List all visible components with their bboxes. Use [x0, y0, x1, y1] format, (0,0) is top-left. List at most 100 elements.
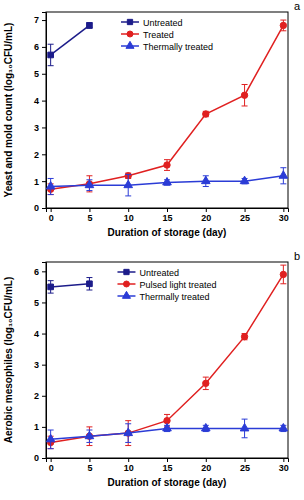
tick-label: 2	[34, 391, 39, 401]
plot-frame	[46, 262, 288, 458]
legend: Untreated Pulsed light treated Thermally t…	[117, 268, 216, 302]
tick: 7	[34, 15, 46, 25]
tick-label: 3	[34, 123, 39, 133]
figure: 05101520253001234567UntreatedTreatedTher…	[0, 0, 304, 500]
y-axis: 01234567	[34, 13, 47, 214]
tick-label: 20	[201, 213, 211, 223]
tick-mark	[167, 208, 168, 212]
data-point	[85, 180, 94, 187]
y-axis-title: Aerobic mesophiles (log₁₀CFU/mL)	[3, 277, 14, 443]
error-bar	[242, 84, 248, 105]
tick: 4	[34, 329, 46, 339]
plot-area	[46, 265, 287, 449]
data-point	[163, 178, 172, 185]
tick-label: 5	[34, 298, 39, 308]
axis-line	[47, 209, 289, 213]
error-bar	[242, 334, 248, 340]
series-line	[51, 25, 90, 55]
legend-label: Pulsed light treated	[139, 280, 216, 290]
data-point	[201, 176, 210, 183]
error-bar	[86, 278, 92, 290]
data-point	[201, 423, 210, 430]
tick: 2	[34, 391, 46, 401]
error-bar	[86, 23, 92, 28]
legend-label: Untreated	[143, 18, 183, 28]
tick-mark	[51, 458, 52, 462]
tick-mark	[167, 458, 168, 462]
tick-label: 10	[124, 213, 134, 223]
legend-marker	[126, 41, 134, 48]
tick-label: 3	[34, 360, 39, 370]
plot-area	[46, 20, 287, 196]
legend-label: Untreated	[139, 268, 179, 278]
tick-label: 20	[201, 463, 211, 473]
tick: 5	[87, 458, 92, 473]
data-point	[164, 162, 170, 168]
data-point	[163, 423, 172, 430]
tick-mark	[42, 20, 46, 21]
tick: 0	[49, 458, 54, 473]
tick: 1	[34, 422, 46, 432]
tick-mark	[42, 74, 46, 75]
data-point	[241, 333, 247, 339]
error-bar	[48, 281, 54, 293]
axis-line	[42, 263, 47, 459]
series-line	[51, 274, 284, 442]
tick-label: 4	[34, 329, 39, 339]
data-point	[48, 52, 54, 58]
x-axis-title: Duration of storage (day)	[108, 227, 227, 238]
tick: 10	[124, 208, 134, 223]
tick-mark	[42, 101, 46, 102]
tick-mark	[89, 208, 90, 212]
tick-label: 0	[49, 463, 54, 473]
error-bar	[280, 20, 286, 31]
data-point	[279, 423, 288, 430]
y-axis-title: Yeast and mold count (log₁₀CFU/mL)	[3, 23, 14, 198]
tick-label: 10	[124, 463, 134, 473]
data-point	[203, 380, 209, 386]
panel: 0510152025300123456UntreatedPulsed light…	[3, 250, 300, 488]
tick: 25	[240, 458, 250, 473]
data-point	[279, 171, 288, 178]
tick: 25	[240, 208, 250, 223]
tick-mark	[42, 302, 46, 303]
tick: 6	[34, 42, 46, 52]
tick: 3	[34, 123, 46, 133]
tick-mark	[89, 458, 90, 462]
legend-label: Thermally treated	[139, 292, 209, 302]
series-line	[51, 176, 284, 187]
series-line	[51, 25, 284, 189]
tick-label: 1	[34, 177, 39, 187]
tick-mark	[42, 47, 46, 48]
data-point	[124, 180, 133, 187]
data-point	[203, 111, 209, 117]
tick-label: 4	[34, 96, 39, 106]
tick-mark	[128, 208, 129, 212]
panel-title: b	[294, 250, 300, 262]
tick-mark	[283, 458, 284, 462]
tick-label: 5	[34, 69, 39, 79]
error-bar	[203, 377, 209, 389]
tick-label: 7	[34, 15, 39, 25]
data-point	[85, 431, 94, 438]
tick-mark	[42, 427, 46, 428]
tick: 4	[34, 96, 46, 106]
legend-marker	[124, 269, 129, 274]
legend-label: Thermally treated	[143, 42, 213, 52]
data-point	[48, 284, 54, 290]
legend-marker	[127, 31, 133, 37]
x-axis-title: Duration of storage (day)	[108, 477, 227, 488]
tick-label: 15	[162, 213, 172, 223]
tick-label: 1	[34, 422, 39, 432]
tick: 30	[279, 208, 289, 223]
tick-label: 6	[34, 267, 39, 277]
tick-mark	[42, 127, 46, 128]
y-axis: 0123456	[34, 263, 47, 464]
axis-line	[47, 459, 289, 463]
data-point	[240, 423, 249, 430]
tick-label: 0	[49, 213, 54, 223]
tick-mark	[42, 365, 46, 366]
tick-mark	[42, 154, 46, 155]
legend-marker	[123, 281, 129, 287]
x-axis: 051015202530	[47, 208, 289, 223]
